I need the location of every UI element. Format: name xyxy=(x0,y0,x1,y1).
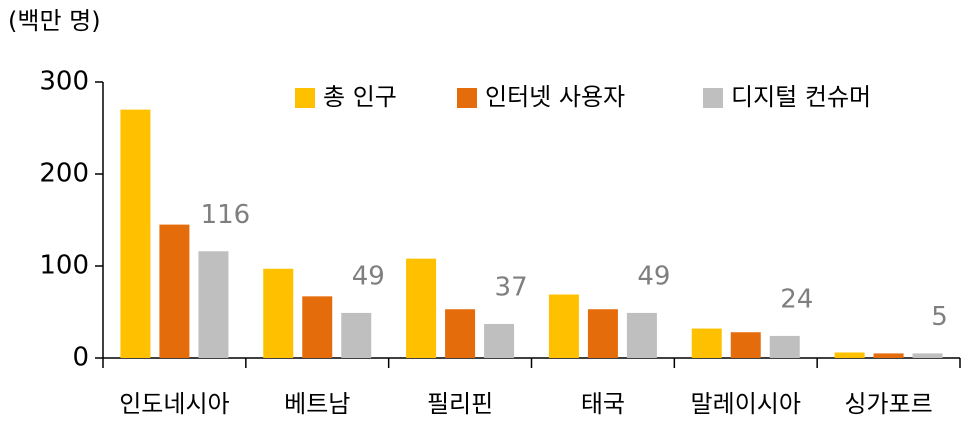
legend-label: 인터넷 사용자 xyxy=(485,83,625,111)
data-label: 116 xyxy=(201,200,251,230)
bar xyxy=(120,109,151,358)
bar xyxy=(341,312,372,358)
x-tick-label: 필리핀 xyxy=(427,390,493,418)
bar xyxy=(263,268,294,358)
bar xyxy=(198,251,229,358)
y-tick-label: 300 xyxy=(39,67,89,97)
bar xyxy=(445,309,476,358)
data-label: 49 xyxy=(637,261,670,291)
y-tick-label: 200 xyxy=(39,159,89,189)
bar xyxy=(406,258,437,358)
bar xyxy=(834,352,865,358)
data-label: 49 xyxy=(352,261,385,291)
bar xyxy=(691,328,722,358)
legend-swatch xyxy=(295,88,315,108)
y-tick-label: 0 xyxy=(72,343,89,373)
legend-label: 디지털 컨슈머 xyxy=(731,83,871,111)
data-label: 24 xyxy=(780,284,813,314)
data-label: 37 xyxy=(495,272,528,302)
legend-swatch xyxy=(703,88,723,108)
x-tick-label: 말레이시아 xyxy=(691,390,801,418)
bar xyxy=(912,353,943,358)
bar xyxy=(873,353,904,358)
bar xyxy=(302,296,333,358)
bar xyxy=(730,332,761,358)
bar xyxy=(159,224,190,358)
y-tick-label: 100 xyxy=(39,251,89,281)
bar xyxy=(587,309,618,358)
x-tick-label: 태국 xyxy=(581,390,625,418)
legend-swatch xyxy=(457,88,477,108)
y-axis-label: (백만 명) xyxy=(8,7,101,35)
legend-label: 총 인구 xyxy=(323,83,397,111)
bar xyxy=(484,323,515,358)
data-label: 5 xyxy=(931,302,948,332)
x-tick-label: 인도네시아 xyxy=(119,390,229,418)
bar xyxy=(769,335,800,358)
bar xyxy=(626,312,657,358)
x-tick-label: 싱가포르 xyxy=(844,390,932,418)
bar xyxy=(548,294,579,358)
x-tick-label: 베트남 xyxy=(284,390,350,418)
